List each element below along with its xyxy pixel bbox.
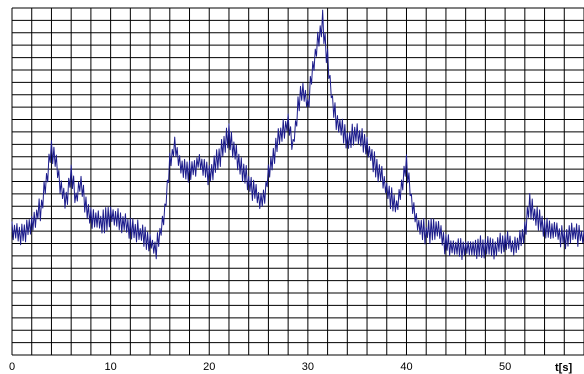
x-tick-label: 30 xyxy=(302,361,314,373)
x-tick-label: 10 xyxy=(104,361,116,373)
x-tick-label: 20 xyxy=(203,361,215,373)
x-tick-label: 50 xyxy=(499,361,511,373)
x-tick-label: 40 xyxy=(400,361,412,373)
series-layer xyxy=(11,9,584,261)
x-tick-labels: 0 10 20 30 40 50 xyxy=(9,361,511,373)
x-tick-label: 0 xyxy=(9,361,15,373)
x-axis-label: t[s] xyxy=(555,362,572,374)
series-line xyxy=(11,9,584,261)
grid-lines xyxy=(11,7,584,356)
